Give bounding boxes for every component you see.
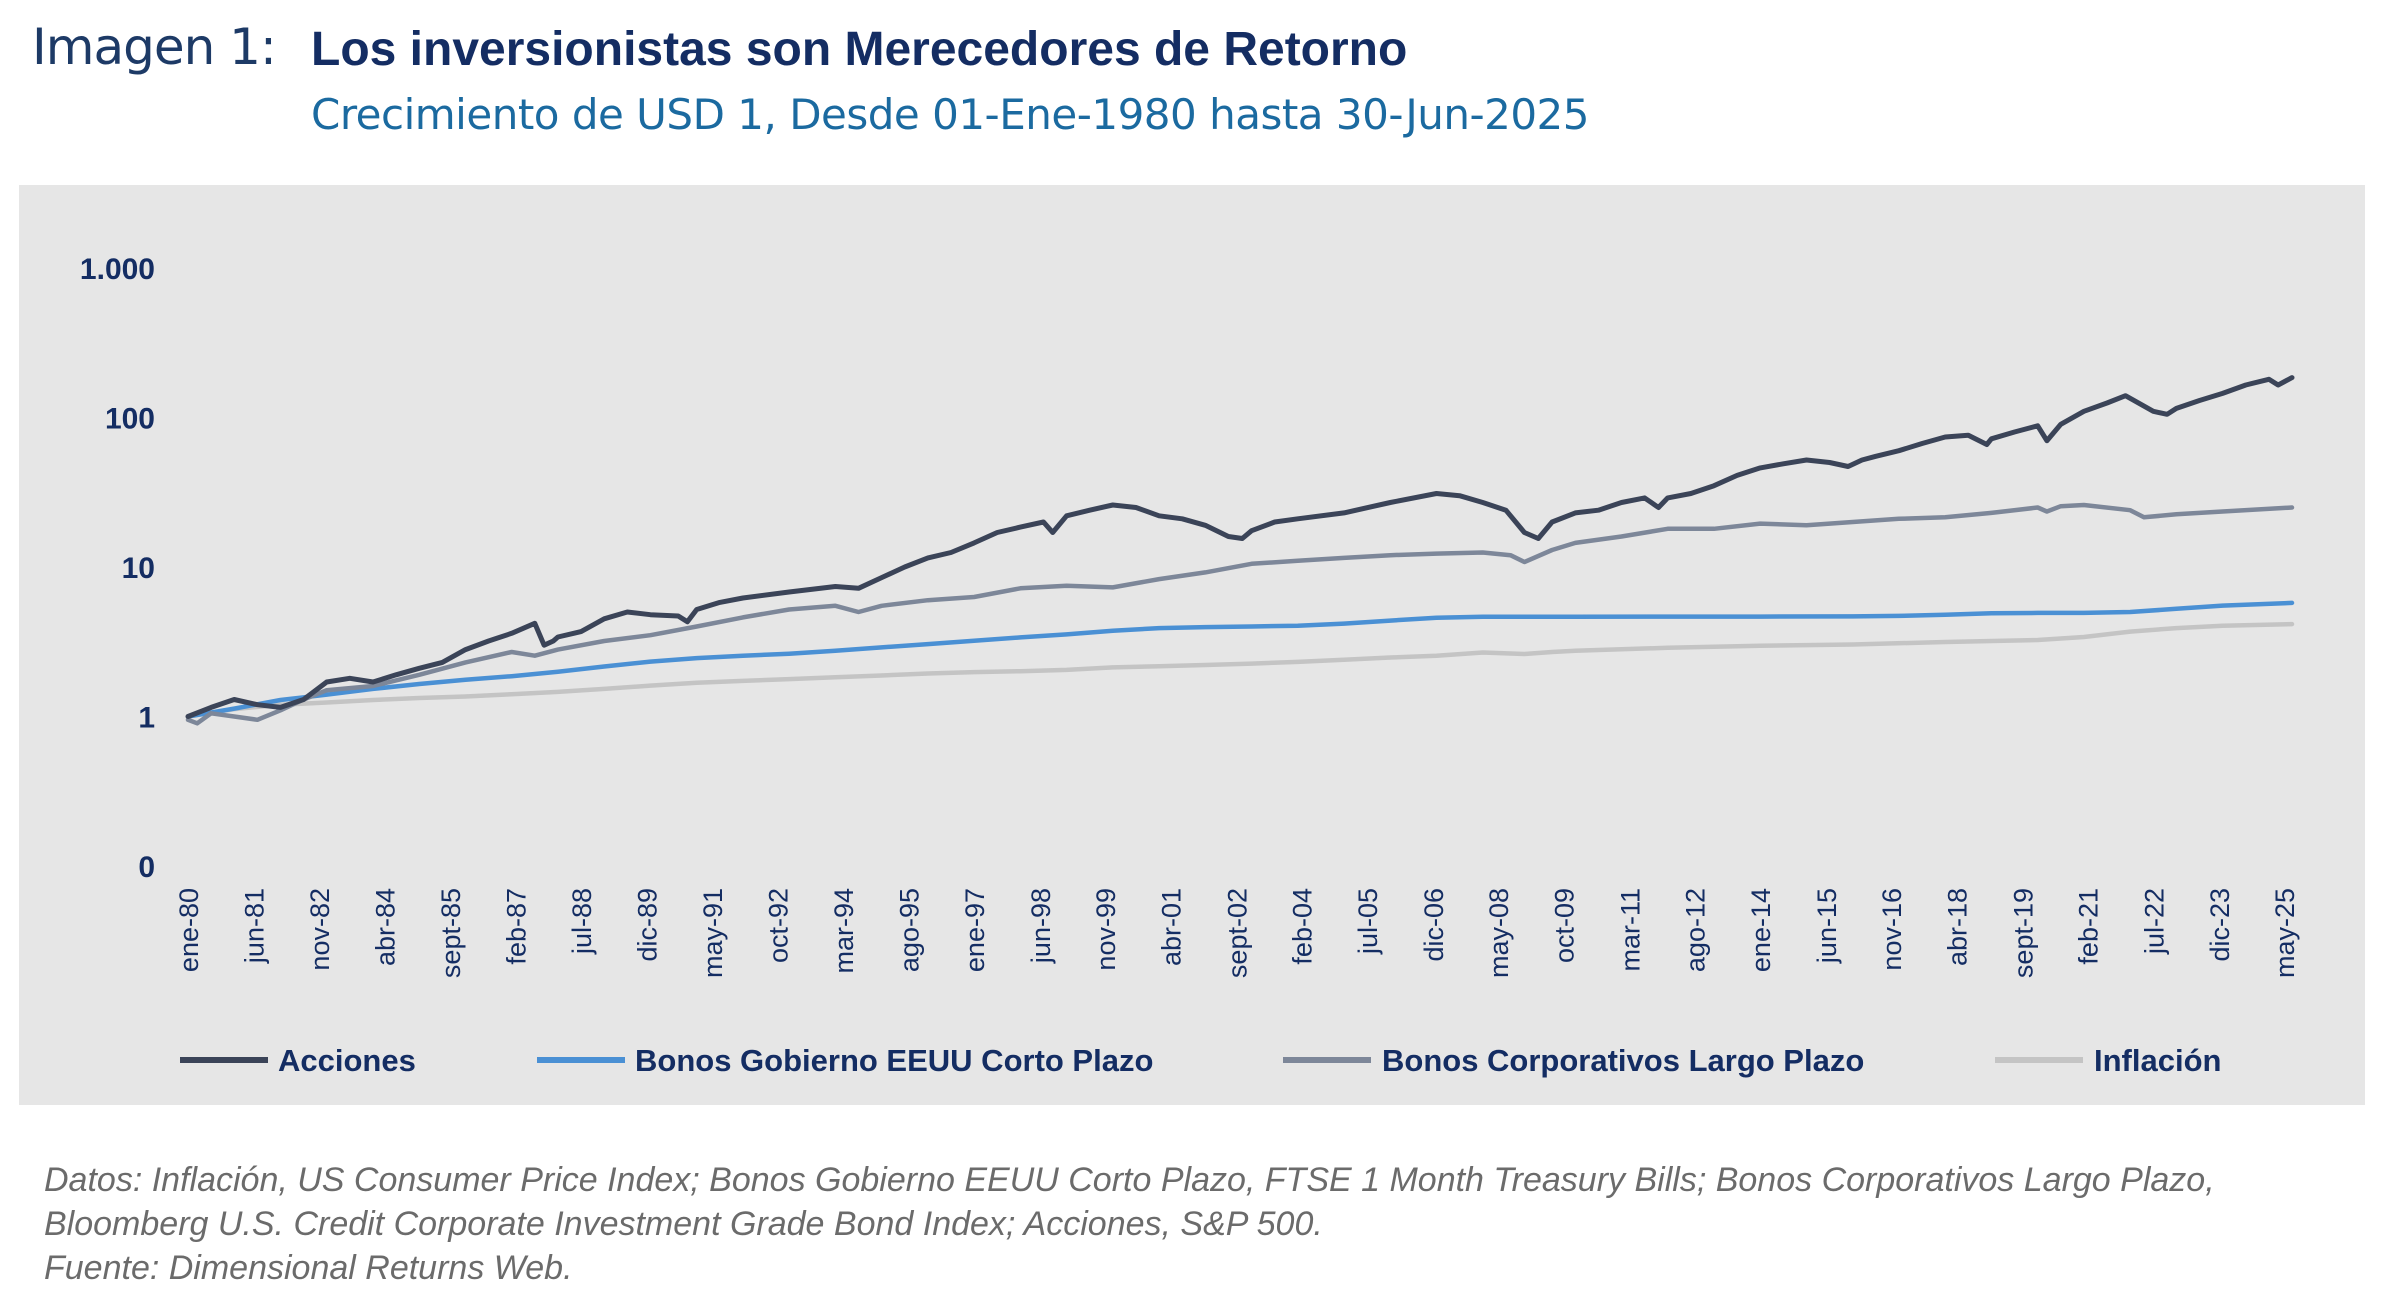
x-tick-label: feb-87 — [501, 888, 531, 965]
series-line-inflacion — [185, 621, 2295, 719]
chart-title: Los inversionistas son Merecedores de Re… — [311, 23, 1408, 76]
series-lines — [185, 375, 2295, 726]
legend-label-bonos-gobierno: Bonos Gobierno EEUU Corto Plazo — [635, 1043, 1153, 1078]
x-tick-label: oct-92 — [764, 888, 794, 963]
chart-subtitle: Crecimiento de USD 1, Desde 01-Ene-1980 … — [311, 90, 1590, 139]
source-data-line: Datos: Inflación, US Consumer Price Inde… — [44, 1161, 2215, 1243]
x-tick-label: nov-82 — [305, 888, 335, 971]
legend-label-bonos-corporativos: Bonos Corporativos Largo Plazo — [1382, 1043, 1864, 1078]
x-tick-label: nov-99 — [1091, 888, 1121, 971]
x-tick-label: jul-22 — [2139, 888, 2169, 955]
x-tick-label: abr-84 — [371, 888, 401, 966]
figure-label: Imagen 1: — [32, 18, 277, 76]
x-tick-label: jun-81 — [240, 888, 270, 964]
y-axis: 0 1 10 100 1.000 — [80, 253, 155, 884]
x-tick-label: abr-18 — [1943, 888, 1973, 966]
legend-label-acciones: Acciones — [278, 1043, 416, 1078]
x-tick-label: sept-19 — [2008, 888, 2038, 978]
x-tick-label: nov-16 — [1877, 888, 1907, 971]
x-tick-label: sept-02 — [1222, 888, 1252, 978]
chart-panel — [19, 185, 2365, 1105]
series-line-acciones — [185, 375, 2295, 719]
x-tick-label: ene-97 — [960, 888, 990, 972]
x-tick-label: jun-98 — [1026, 888, 1056, 964]
source-note: Datos: Inflación, US Consumer Price Inde… — [44, 1158, 2364, 1290]
x-tick-label: oct-09 — [1550, 888, 1580, 963]
x-tick-label: jul-88 — [567, 888, 597, 955]
header: Imagen 1: Los inversionistas son Mereced… — [0, 0, 2384, 170]
series-line-bonos-gobierno — [185, 600, 2295, 719]
x-tick-label: ago-95 — [894, 888, 924, 972]
y-tick-label: 10 — [122, 552, 155, 585]
legend: Acciones Bonos Gobierno EEUU Corto Plazo B… — [180, 1043, 2221, 1078]
series-line-bonos-corporativos — [185, 502, 2295, 726]
y-tick-label: 0 — [138, 851, 155, 884]
x-tick-label: may-08 — [1484, 888, 1514, 978]
x-tick-label: dic-89 — [633, 888, 663, 962]
x-tick-label: dic-06 — [1419, 888, 1449, 962]
x-tick-label: may-91 — [698, 888, 728, 978]
y-tick-label: 1 — [138, 702, 155, 735]
x-tick-label: feb-21 — [2074, 888, 2104, 965]
x-tick-label: may-25 — [2270, 888, 2300, 978]
x-tick-label: jul-05 — [1353, 888, 1383, 955]
x-tick-label: abr-01 — [1157, 888, 1187, 966]
x-tick-label: ene-80 — [174, 888, 204, 972]
legend-label-inflacion: Inflación — [2094, 1043, 2221, 1078]
x-tick-label: dic-23 — [2205, 888, 2235, 962]
x-tick-label: feb-04 — [1288, 888, 1318, 965]
x-tick-label: ago-12 — [1681, 888, 1711, 972]
x-tick-label: mar-94 — [829, 888, 859, 974]
x-tick-label: sept-85 — [436, 888, 466, 978]
y-tick-label: 100 — [105, 403, 155, 436]
x-tick-label: ene-14 — [1746, 888, 1776, 972]
x-tick-label: jun-15 — [1812, 888, 1842, 964]
x-tick-label: mar-11 — [1615, 888, 1645, 972]
x-axis: ene-80 jun-81 nov-82 abr-84 sept-85 feb-87 jul… — [174, 888, 2300, 978]
source-origin-line: Fuente: Dimensional Returns Web. — [44, 1249, 573, 1287]
y-tick-label: 1.000 — [80, 253, 155, 286]
